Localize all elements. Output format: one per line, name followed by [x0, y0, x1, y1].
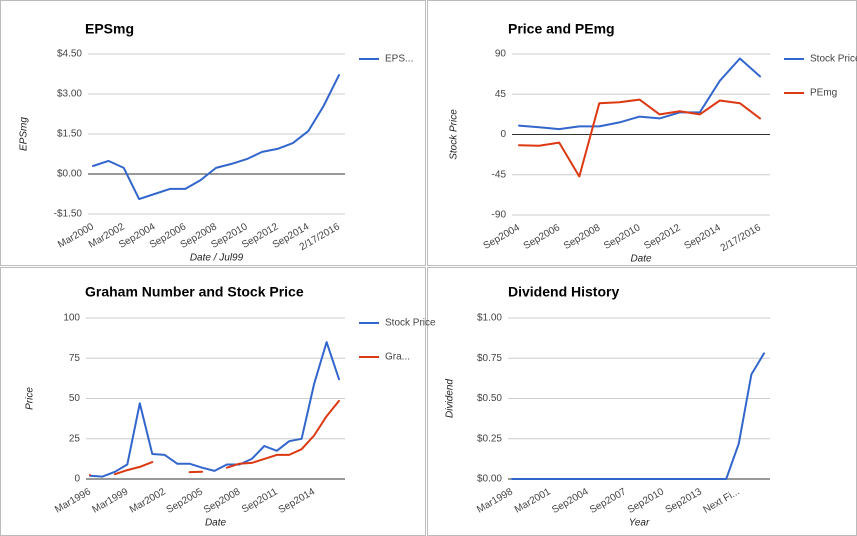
y-axis-title: Price — [25, 387, 36, 410]
y-tick-label: $0.00 — [57, 169, 82, 180]
y-tick-label: $1.00 — [477, 313, 502, 324]
legend-label: PEmg — [810, 88, 837, 99]
chart-title: EPSmg — [85, 21, 134, 37]
y-axis-title: EPSmg — [19, 117, 30, 151]
y-tick-label: 75 — [69, 353, 81, 364]
x-axis-title: Date / Jul99 — [190, 253, 244, 264]
y-tick-label: 0 — [74, 474, 80, 485]
y-tick-label: $3.00 — [57, 89, 82, 100]
chart-title: Price and PEmg — [508, 21, 615, 37]
y-tick-label: 45 — [495, 89, 507, 100]
legend-label: Stock Price — [385, 318, 436, 329]
y-axis-title: Stock Price — [449, 109, 460, 160]
y-axis-title: Dividend — [445, 379, 456, 418]
y-tick-label: $0.25 — [477, 433, 502, 444]
series-line — [518, 98, 761, 178]
legend-label: EPS... — [385, 54, 413, 65]
y-tick-label: $4.50 — [57, 49, 82, 60]
y-tick-label: $1.50 — [57, 129, 82, 140]
chart-title: Dividend History — [508, 284, 619, 300]
y-tick-label: 90 — [495, 49, 507, 60]
panel — [0, 0, 426, 266]
series-line — [518, 57, 761, 131]
y-tick-label: 50 — [69, 393, 81, 404]
y-tick-label: $0.75 — [477, 353, 502, 364]
y-tick-label: $0.00 — [477, 474, 502, 485]
y-tick-label: 100 — [63, 313, 80, 324]
x-axis-title: Date — [205, 518, 227, 529]
legend-label: Gra... — [385, 352, 410, 363]
x-axis-title: Year — [629, 518, 650, 529]
y-tick-label: 0 — [500, 129, 506, 140]
series-line — [92, 74, 340, 201]
y-tick-label: -90 — [492, 210, 507, 221]
legend-label: Stock Price — [810, 54, 857, 65]
y-tick-label: -45 — [492, 169, 507, 180]
series-line — [89, 341, 340, 478]
chart-title: Graham Number and Stock Price — [85, 284, 304, 300]
series-line — [511, 352, 765, 480]
series-line — [89, 399, 340, 476]
x-axis-title: Date — [630, 254, 652, 265]
y-tick-label: $0.50 — [477, 393, 502, 404]
y-tick-label: 25 — [69, 433, 81, 444]
y-tick-label: -$1.50 — [54, 209, 83, 220]
